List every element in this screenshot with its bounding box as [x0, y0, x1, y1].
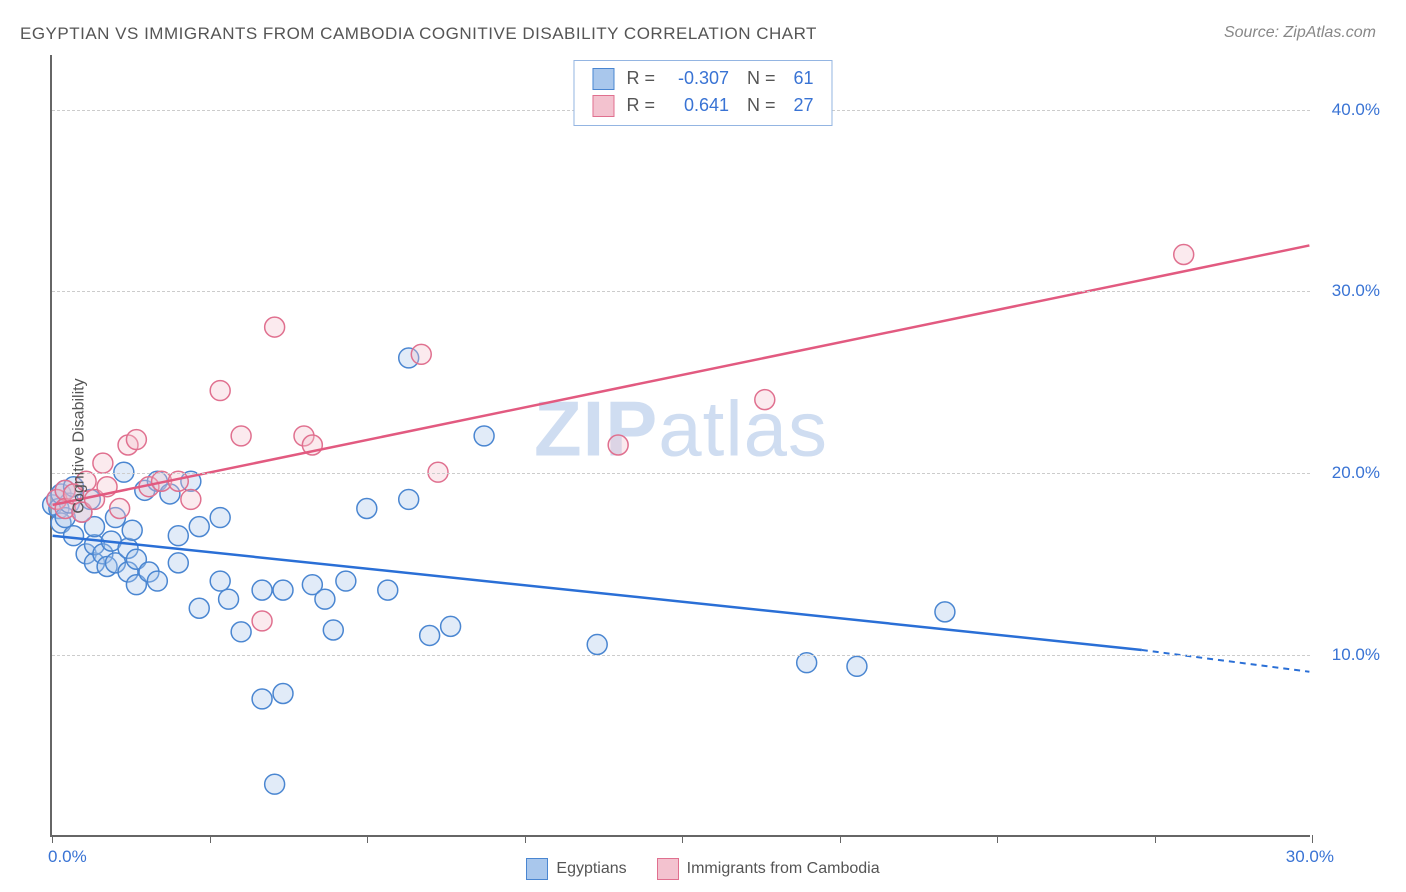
r-label: R =	[626, 92, 655, 119]
data-point	[411, 344, 431, 364]
data-point	[168, 553, 188, 573]
data-point	[378, 580, 398, 600]
data-point	[93, 453, 113, 473]
data-point	[189, 598, 209, 618]
data-point	[935, 602, 955, 622]
data-point	[114, 462, 134, 482]
data-point	[357, 499, 377, 519]
data-point	[181, 489, 201, 509]
trend-line	[53, 245, 1310, 504]
source-attribution: Source: ZipAtlas.com	[1224, 24, 1376, 42]
data-point	[231, 622, 251, 642]
data-point	[231, 426, 251, 446]
data-point	[315, 589, 335, 609]
swatch-egyptians	[526, 858, 548, 880]
series-legend: Egyptians Immigrants from Cambodia	[0, 858, 1406, 880]
data-point	[110, 499, 130, 519]
r-value: -0.307	[661, 65, 729, 92]
y-tick-label: 40.0%	[1320, 100, 1380, 120]
data-point	[474, 426, 494, 446]
chart-title: EGYPTIAN VS IMMIGRANTS FROM CAMBODIA COG…	[20, 24, 817, 44]
data-point	[323, 620, 343, 640]
n-label: N =	[747, 65, 776, 92]
swatch-cambodia	[657, 858, 679, 880]
data-point	[273, 580, 293, 600]
data-point	[252, 689, 272, 709]
legend-swatch	[592, 68, 614, 90]
data-point	[1174, 245, 1194, 265]
data-point	[273, 684, 293, 704]
x-axis-min-label: 0.0%	[48, 847, 87, 867]
n-value: 61	[782, 65, 814, 92]
x-tick	[52, 835, 53, 843]
data-point	[441, 616, 461, 636]
data-point	[847, 656, 867, 676]
legend-item-egyptians: Egyptians	[526, 858, 626, 880]
y-tick-label: 20.0%	[1320, 463, 1380, 483]
plot-area: ZIPatlas 10.0%20.0%30.0%40.0%	[50, 55, 1310, 837]
legend-swatch	[592, 95, 614, 117]
correlation-legend: R =-0.307 N =61 R =0.641 N =27	[573, 60, 832, 126]
x-tick	[840, 835, 841, 843]
gridline	[52, 473, 1310, 474]
data-point	[755, 390, 775, 410]
x-tick	[1155, 835, 1156, 843]
trend-line-extrapolated	[1142, 650, 1310, 672]
x-axis-max-label: 30.0%	[1286, 847, 1334, 867]
data-point	[168, 526, 188, 546]
data-point	[64, 526, 84, 546]
r-value: 0.641	[661, 92, 729, 119]
correlation-legend-row: R =0.641 N =27	[592, 92, 813, 119]
r-label: R =	[626, 65, 655, 92]
n-label: N =	[747, 92, 776, 119]
data-point	[336, 571, 356, 591]
data-point	[210, 571, 230, 591]
data-point	[210, 508, 230, 528]
data-point	[399, 489, 419, 509]
y-tick-label: 30.0%	[1320, 281, 1380, 301]
legend-item-cambodia: Immigrants from Cambodia	[657, 858, 880, 880]
x-tick	[367, 835, 368, 843]
y-axis-label: Cognitive Disability	[71, 378, 89, 513]
data-point	[265, 774, 285, 794]
data-point	[122, 520, 142, 540]
y-tick-label: 10.0%	[1320, 645, 1380, 665]
n-value: 27	[782, 92, 814, 119]
data-point	[189, 517, 209, 537]
gridline	[52, 291, 1310, 292]
data-point	[587, 635, 607, 655]
trend-line	[53, 536, 1142, 650]
scatter-svg	[52, 55, 1310, 835]
data-point	[428, 462, 448, 482]
x-tick	[210, 835, 211, 843]
data-point	[147, 571, 167, 591]
x-tick	[997, 835, 998, 843]
data-point	[608, 435, 628, 455]
data-point	[420, 625, 440, 645]
data-point	[252, 580, 272, 600]
correlation-legend-row: R =-0.307 N =61	[592, 65, 813, 92]
data-point	[219, 589, 239, 609]
data-point	[126, 430, 146, 450]
data-point	[252, 611, 272, 631]
gridline	[52, 655, 1310, 656]
x-tick	[525, 835, 526, 843]
x-tick	[682, 835, 683, 843]
data-point	[210, 381, 230, 401]
x-tick	[1312, 835, 1313, 843]
legend-label-cambodia: Immigrants from Cambodia	[687, 860, 880, 878]
legend-label-egyptians: Egyptians	[556, 860, 626, 878]
data-point	[265, 317, 285, 337]
